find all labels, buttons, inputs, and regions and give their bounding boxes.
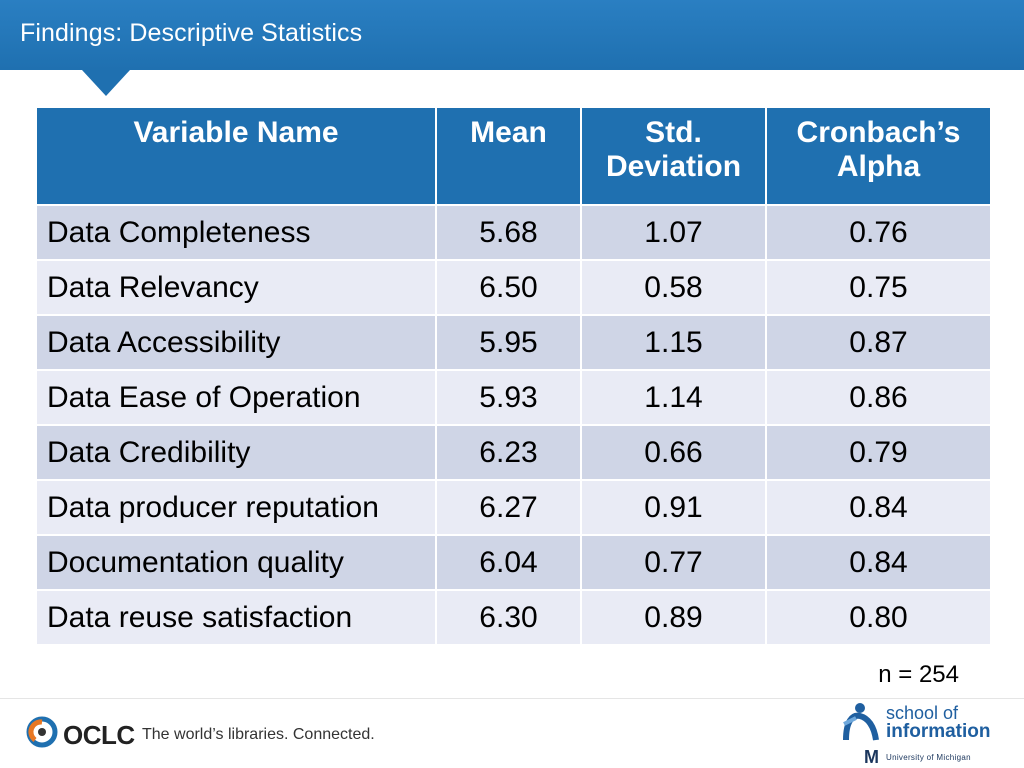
university-m-mark: M	[864, 747, 879, 767]
logo-information: information	[886, 721, 991, 742]
value-cell: 5.68	[435, 204, 582, 261]
value-cell: 6.30	[435, 589, 582, 646]
column-header: Variable Name	[35, 106, 437, 206]
value-cell: 6.23	[435, 424, 582, 481]
table-row: Data Accessibility 5.95 1.15 0.87	[35, 314, 992, 371]
column-header: Cronbach’s Alpha	[765, 106, 992, 206]
value-cell: 0.84	[765, 479, 992, 536]
variable-name-cell: Data Credibility	[35, 424, 437, 481]
logo-school-of: school of	[886, 703, 959, 723]
value-cell: 0.58	[580, 259, 767, 316]
variable-name-cell: Data reuse satisfaction	[35, 589, 437, 646]
variable-name-cell: Data producer reputation	[35, 479, 437, 536]
university-of-michigan-label: University of Michigan	[886, 753, 971, 762]
variable-name-cell: Documentation quality	[35, 534, 437, 591]
table-body: Data Completeness 5.68 1.07 0.76 Data Releva…	[35, 204, 992, 646]
value-cell: 5.93	[435, 369, 582, 426]
header-notch	[82, 70, 130, 96]
statistics-table: Variable Name Mean Std. Deviation Cronbac…	[35, 106, 992, 646]
table-header-row: Variable Name Mean Std. Deviation Cronbac…	[35, 106, 992, 206]
slide-header: Findings: Descriptive Statistics	[0, 0, 1024, 70]
value-cell: 0.87	[765, 314, 992, 371]
oclc-tagline: The world’s libraries. Connected.	[142, 726, 375, 743]
value-cell: 5.95	[435, 314, 582, 371]
value-cell: 0.86	[765, 369, 992, 426]
value-cell: 6.04	[435, 534, 582, 591]
value-cell: 0.79	[765, 424, 992, 481]
school-of-information-logo: school of information M University of Mi…	[838, 700, 998, 766]
value-cell: 0.77	[580, 534, 767, 591]
column-header: Std. Deviation	[580, 106, 767, 206]
value-cell: 6.27	[435, 479, 582, 536]
table-row: Data reuse satisfaction 6.30 0.89 0.80	[35, 589, 992, 646]
variable-name-cell: Data Accessibility	[35, 314, 437, 371]
value-cell: 0.76	[765, 204, 992, 261]
slide-title: Findings: Descriptive Statistics	[20, 19, 363, 47]
variable-name-cell: Data Completeness	[35, 204, 437, 261]
variable-name-cell: Data Ease of Operation	[35, 369, 437, 426]
person-network-icon	[843, 703, 879, 741]
column-header: Mean	[435, 106, 582, 206]
variable-name-cell: Data Relevancy	[35, 259, 437, 316]
value-cell: 1.07	[580, 204, 767, 261]
oclc-logo: OCLC	[25, 714, 135, 754]
value-cell: 0.80	[765, 589, 992, 646]
value-cell: 0.66	[580, 424, 767, 481]
value-cell: 1.15	[580, 314, 767, 371]
value-cell: 0.89	[580, 589, 767, 646]
table-row: Data Ease of Operation 5.93 1.14 0.86	[35, 369, 992, 426]
oclc-wordmark: OCLC	[63, 720, 135, 750]
value-cell: 0.84	[765, 534, 992, 591]
sample-size-note: n = 254	[878, 661, 959, 688]
value-cell: 0.91	[580, 479, 767, 536]
table-row: Data Credibility 6.23 0.66 0.79	[35, 424, 992, 481]
value-cell: 0.75	[765, 259, 992, 316]
table-row: Documentation quality 6.04 0.77 0.84	[35, 534, 992, 591]
value-cell: 6.50	[435, 259, 582, 316]
value-cell: 1.14	[580, 369, 767, 426]
table-row: Data producer reputation 6.27 0.91 0.84	[35, 479, 992, 536]
table-row: Data Relevancy 6.50 0.58 0.75	[35, 259, 992, 316]
oclc-swirl-icon	[26, 716, 58, 748]
footer-divider	[0, 698, 1024, 699]
table-row: Data Completeness 5.68 1.07 0.76	[35, 204, 992, 261]
